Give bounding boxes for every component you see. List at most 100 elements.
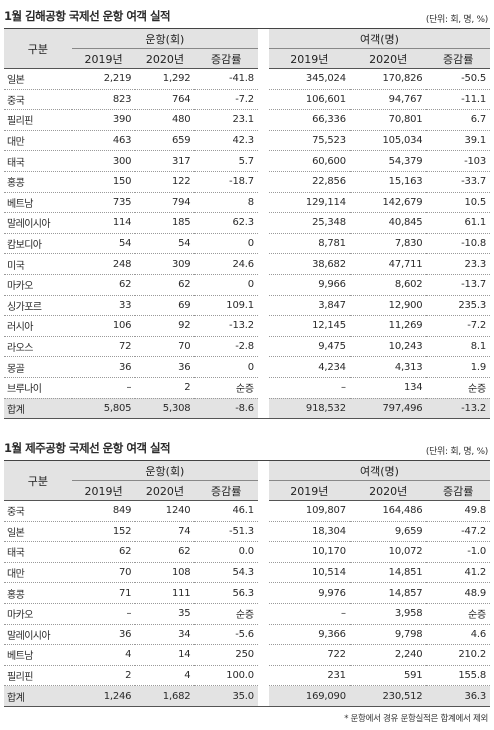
row-label: 미국 <box>4 253 72 275</box>
row-label: 싱가포르 <box>4 295 72 317</box>
col-rate: 증감률 <box>194 480 258 501</box>
row-label: 필리핀 <box>4 109 72 131</box>
cell-f19: 5,805 <box>71 398 136 420</box>
cell-p19: 106,601 <box>268 89 350 111</box>
cell-fr: -7.2 <box>194 89 258 111</box>
cell-f20: 122 <box>135 171 195 193</box>
table-row: 홍콩 150 122 -18.7 22,856 15,163 -33.7 <box>4 171 490 193</box>
cell-f19: 36 <box>71 356 136 378</box>
cell-p20: 797,496 <box>349 398 427 420</box>
cell-f19: 150 <box>71 171 136 193</box>
table2-title: 1월 제주공항 국제선 운항 여객 실적 <box>4 441 171 455</box>
table-row: 미국 248 309 24.6 38,682 47,711 23.3 <box>4 253 490 275</box>
cell-fr: 순증 <box>194 603 258 625</box>
cell-p19: 10,514 <box>268 562 350 584</box>
cell-pr: -10.8 <box>426 233 490 255</box>
cell-p19: 9,976 <box>268 582 350 604</box>
cell-p19: 918,532 <box>268 398 350 420</box>
total-row: 합계 1,246 1,682 35.0 169,090 230,512 36.3 <box>4 685 490 707</box>
cell-p20: 9,659 <box>349 521 427 543</box>
cell-p19: – <box>268 603 350 625</box>
row-label: 라오스 <box>4 336 72 358</box>
cell-pr: -11.1 <box>426 89 490 111</box>
cell-f20: 1,682 <box>135 685 195 707</box>
gimhae-table: 구분 운항(회) 여객(명) 2019년 2020년 증감률 2019년 202… <box>4 28 490 420</box>
cell-pr: 4.6 <box>426 624 490 646</box>
cell-f20: 111 <box>135 582 195 604</box>
cell-p20: 134 <box>349 377 427 399</box>
cell-fr: 0 <box>194 356 258 378</box>
cell-pr: -50.5 <box>426 68 490 90</box>
table-row: 태국 62 62 0.0 10,170 10,072 -1.0 <box>4 541 490 563</box>
cell-fr: -51.3 <box>194 521 258 543</box>
cell-fr: 8 <box>194 192 258 214</box>
cell-fr: 42.3 <box>194 130 258 152</box>
table-row: 태국 300 317 5.7 60,600 54,379 -103 <box>4 150 490 172</box>
cell-f19: 54 <box>71 233 136 255</box>
row-label-header: 구분 <box>4 28 72 69</box>
cell-fr: -18.7 <box>194 171 258 193</box>
cell-f19: 71 <box>71 582 136 604</box>
cell-f19: 62 <box>71 541 136 563</box>
cell-f20: 36 <box>135 356 195 378</box>
cell-f19: 152 <box>71 521 136 543</box>
row-label: 합계 <box>4 685 72 707</box>
cell-f20: 317 <box>135 150 195 172</box>
cell-f19: – <box>71 603 136 625</box>
table2-unit: (단위: 회, 명, %) <box>425 447 488 457</box>
cell-p19: 60,600 <box>268 150 350 172</box>
row-label: 몽골 <box>4 356 72 378</box>
cell-f20: 5,308 <box>135 398 195 420</box>
flights-group-header: 운항(회) <box>71 28 258 49</box>
cell-fr: -8.6 <box>194 398 258 420</box>
cell-f20: 62 <box>135 541 195 563</box>
cell-pr: 235.3 <box>426 295 490 317</box>
cell-fr: 35.0 <box>194 685 258 707</box>
row-label: 러시아 <box>4 315 72 337</box>
cell-p19: 9,475 <box>268 336 350 358</box>
cell-fr: -41.8 <box>194 68 258 90</box>
table-row: 싱가포르 33 69 109.1 3,847 12,900 235.3 <box>4 295 490 317</box>
cell-p20: 9,798 <box>349 624 427 646</box>
row-label: 중국 <box>4 89 72 111</box>
row-label: 태국 <box>4 541 72 563</box>
cell-pr: 6.7 <box>426 109 490 131</box>
cell-f20: 54 <box>135 233 195 255</box>
cell-p19: 75,523 <box>268 130 350 152</box>
cell-p19: 38,682 <box>268 253 350 275</box>
cell-p19: 12,145 <box>268 315 350 337</box>
cell-p20: 230,512 <box>349 685 427 707</box>
row-label: 마카오 <box>4 274 72 296</box>
cell-fr: 56.3 <box>194 582 258 604</box>
row-label: 일본 <box>4 68 72 90</box>
col-2020: 2020년 <box>135 480 195 501</box>
total-row: 합계 5,805 5,308 -8.6 918,532 797,496 -13.2 <box>4 398 490 420</box>
col-2019: 2019년 <box>268 480 350 501</box>
cell-f19: 2,219 <box>71 68 136 90</box>
row-label: 마카오 <box>4 603 72 625</box>
cell-f20: 1,292 <box>135 68 195 90</box>
cell-f19: 300 <box>71 150 136 172</box>
cell-pr: -1.0 <box>426 541 490 563</box>
cell-pr: 210.2 <box>426 644 490 666</box>
cell-f20: 659 <box>135 130 195 152</box>
cell-fr: 250 <box>194 644 258 666</box>
row-label: 홍콩 <box>4 582 72 604</box>
table-row: 베트남 4 14 250 722 2,240 210.2 <box>4 644 490 666</box>
table-row: 대만 463 659 42.3 75,523 105,034 39.1 <box>4 130 490 152</box>
cell-f20: 62 <box>135 274 195 296</box>
cell-p20: 8,602 <box>349 274 427 296</box>
footnote: * 운항에서 경유 운항실적은 합계에서 제외 <box>344 714 488 724</box>
col-2020: 2020년 <box>349 480 427 501</box>
table-row: 몽골 36 36 0 4,234 4,313 1.9 <box>4 356 490 378</box>
cell-fr: -13.2 <box>194 315 258 337</box>
table-row: 일본 152 74 -51.3 18,304 9,659 -47.2 <box>4 521 490 543</box>
cell-p19: 9,366 <box>268 624 350 646</box>
table2-container: 구분 운항(회) 여객(명) 2019년 2020년 증감률 2019년 202… <box>4 460 490 707</box>
row-label: 합계 <box>4 398 72 420</box>
cell-f19: 248 <box>71 253 136 275</box>
cell-f19: – <box>71 377 136 399</box>
cell-p20: 54,379 <box>349 150 427 172</box>
cell-p19: 10,170 <box>268 541 350 563</box>
cell-pr: 8.1 <box>426 336 490 358</box>
